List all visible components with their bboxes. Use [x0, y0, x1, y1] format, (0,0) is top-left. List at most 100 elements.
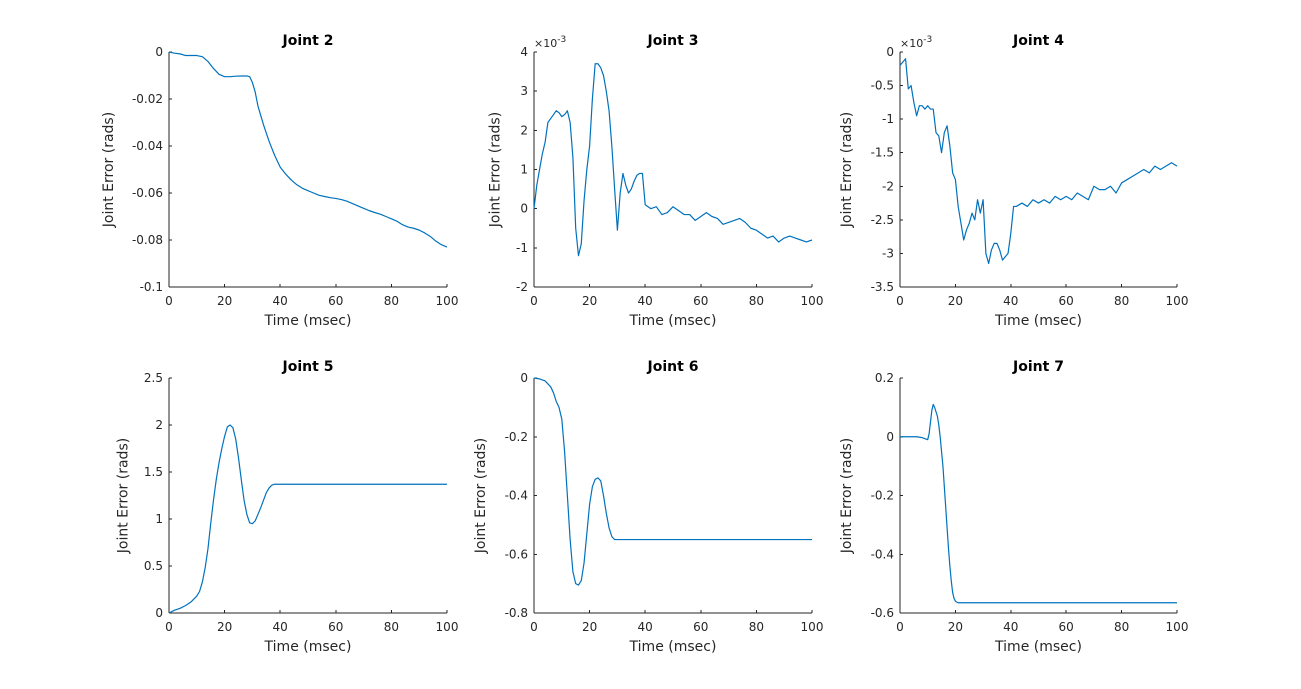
x-tick-label: 0 [165, 294, 173, 308]
series-line-joint-6 [533, 377, 812, 586]
x-axis-label: Time (msec) [264, 313, 352, 329]
x-tick-label: 80 [749, 294, 764, 308]
y-tick-label: -0.06 [132, 186, 163, 200]
y-tick-label: 0 [155, 606, 163, 620]
y-tick-label: 3 [520, 84, 528, 98]
subplot-4: 0 20 40 60 80 100 0 0.5 1 1.5 2 2.5 Joint 5 Time (mse… [115, 359, 458, 655]
y-tick-label: -0.6 [505, 547, 528, 561]
exponent-power: -3 [923, 35, 932, 45]
series-line-joint-4 [899, 58, 1178, 265]
panel-title: Joint 5 [282, 359, 334, 375]
x-tick-label: 20 [948, 620, 963, 634]
panel-title: Joint 4 [1012, 33, 1064, 49]
x-tick-label: 40 [638, 620, 653, 634]
y-tick-label: -1 [516, 241, 528, 255]
y-tick-label: 1 [155, 512, 163, 526]
y-axis-label: Joint Error (rads) [473, 438, 489, 554]
y-tick-label: -0.4 [871, 547, 894, 561]
y-exponent-label: ×10-3 [900, 35, 932, 50]
x-tick-label: 0 [896, 620, 904, 634]
y-axis-label: Joint Error (rads) [839, 438, 855, 554]
x-tick-label: 60 [328, 294, 343, 308]
x-tick-label: 0 [530, 294, 538, 308]
exponent-base: ×10 [534, 37, 557, 50]
x-tick-label: 40 [273, 294, 288, 308]
subplot-3: 0 20 40 60 80 100-3.5-3-2.5-2-1.5-1-0.50×10-3… [839, 33, 1188, 329]
subplot-6: 0 20 40 60 80 100 -0.6 -0.4 -0.2 0 0.2 Joint 7 Time … [839, 359, 1188, 655]
y-tick-label: 0 [520, 371, 528, 385]
y-tick-label: -0.6 [871, 606, 894, 620]
y-tick-label: -0.4 [505, 489, 528, 503]
x-axis-label: Time (msec) [994, 313, 1082, 329]
exponent-power: -3 [557, 35, 566, 45]
y-tick-label: -3.5 [871, 280, 894, 294]
y-axis-label: Joint Error (rads) [488, 112, 504, 228]
x-tick-label: 100 [801, 620, 824, 634]
y-tick-label: -2 [882, 179, 894, 193]
x-tick-label: 60 [1059, 294, 1074, 308]
y-tick-label: 2 [155, 418, 163, 432]
x-tick-label: 40 [273, 620, 288, 634]
panel-title: Joint 3 [647, 33, 699, 49]
y-tick-label: 1 [520, 163, 528, 177]
series-line-joint-2 [168, 51, 448, 248]
x-tick-label: 20 [948, 294, 963, 308]
series-line-joint-5 [168, 424, 447, 614]
y-tick-label: -0.08 [132, 233, 163, 247]
x-tick-label: 100 [436, 294, 459, 308]
x-tick-label: 20 [582, 620, 597, 634]
series-line-joint-3 [533, 63, 813, 257]
x-axis-label: Time (msec) [994, 639, 1082, 655]
x-tick-label: 20 [582, 294, 597, 308]
x-tick-label: 100 [1166, 620, 1189, 634]
y-tick-label: 1.5 [144, 465, 163, 479]
x-tick-label: 20 [217, 620, 232, 634]
x-tick-label: 60 [693, 620, 708, 634]
x-tick-label: 80 [384, 294, 399, 308]
y-tick-label: -1.5 [871, 146, 894, 160]
y-tick-label: -0.1 [140, 280, 163, 294]
x-tick-label: 0 [896, 294, 904, 308]
subplot-2: 0 20 40 60 80 100 -2 -1 0 1 2 3 4 ×10-3 Joint 3 Time (m… [488, 33, 824, 329]
x-tick-label: 60 [693, 294, 708, 308]
y-axis-label: Joint Error (rads) [101, 112, 117, 228]
x-tick-label: 80 [749, 620, 764, 634]
y-tick-label: -0.2 [871, 489, 894, 503]
y-tick-label: 0 [886, 45, 894, 59]
y-tick-label: 2.5 [144, 371, 163, 385]
x-tick-label: 80 [1114, 294, 1129, 308]
y-tick-label: -1 [882, 112, 894, 126]
x-axis-label: Time (msec) [629, 639, 717, 655]
x-axis-label: Time (msec) [264, 639, 352, 655]
x-tick-label: 60 [1059, 620, 1074, 634]
x-tick-label: 0 [165, 620, 173, 634]
y-tick-label: -2.5 [871, 213, 894, 227]
x-tick-label: 100 [801, 294, 824, 308]
y-tick-label: 0 [886, 430, 894, 444]
y-tick-label: 2 [520, 123, 528, 137]
series-line-joint-7 [900, 403, 1177, 604]
subplot-1: 0 20 40 60 80 100 -0.1 -0.08 -0.06 -0.04 -0.02 0 Joi… [101, 33, 458, 329]
exponent-base: ×10 [900, 37, 923, 50]
x-tick-label: 100 [1166, 294, 1189, 308]
y-tick-label: 0 [520, 202, 528, 216]
y-tick-label: 0.5 [144, 559, 163, 573]
x-tick-label: 0 [530, 620, 538, 634]
x-tick-label: 20 [217, 294, 232, 308]
subplot-5: 0 20 40 60 80 100 -0.8 -0.6 -0.4 -0.2 0 Joint 6 Time… [473, 359, 823, 655]
x-tick-label: 80 [1114, 620, 1129, 634]
x-tick-label: 100 [436, 620, 459, 634]
x-tick-label: 80 [384, 620, 399, 634]
x-tick-label: 40 [1003, 620, 1018, 634]
y-tick-label: 0 [155, 45, 163, 59]
y-tick-label: -0.2 [505, 430, 528, 444]
panel-title: Joint 7 [1012, 359, 1064, 375]
y-axis-label: Joint Error (rads) [839, 112, 855, 228]
y-tick-label: -2 [516, 280, 528, 294]
panel-title: Joint 6 [647, 359, 699, 375]
y-tick-label: -0.8 [505, 606, 528, 620]
y-tick-label: -0.5 [871, 79, 894, 93]
x-tick-label: 40 [638, 294, 653, 308]
y-tick-label: -0.02 [132, 92, 163, 106]
